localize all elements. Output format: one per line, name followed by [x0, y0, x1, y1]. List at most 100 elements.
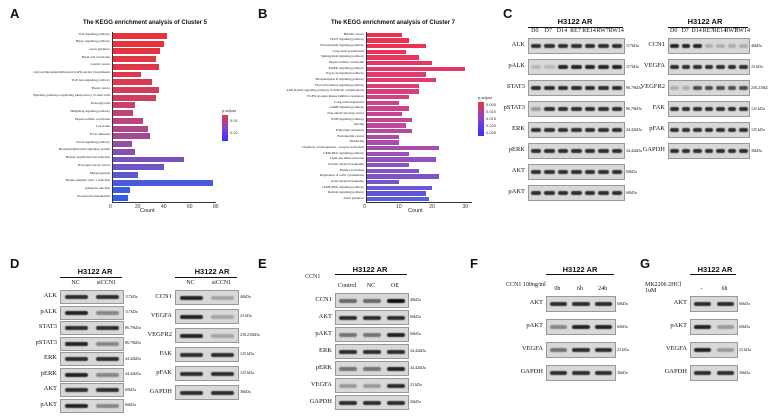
wb-e-row-label: VEGFA: [310, 380, 332, 388]
chart-b-term-label: AGE-RAGE signaling pathway in diabetic c…: [286, 88, 364, 93]
chart-a-term-label: Gastric cancer: [90, 62, 110, 67]
chart-b-bar: [366, 106, 410, 111]
chart-b-term-label: GnRH signaling pathway: [329, 105, 364, 110]
wb-d-right-row-label: VEGFA: [150, 311, 172, 319]
wb-c-left-band: [530, 65, 541, 69]
wb-e-band: [338, 315, 358, 320]
chart-a-x-axis: [112, 202, 216, 203]
wb-d-right-band: [179, 371, 204, 376]
wb-e-row-label: pERK: [315, 363, 332, 371]
chart-a-x-tick: 0: [109, 204, 112, 210]
panel-c-title-underline-right: [668, 27, 748, 28]
wb-c-left-band: [598, 170, 609, 174]
chart-a-term-label: Melanogenesis: [89, 170, 110, 175]
wb-c-left-band: [598, 149, 609, 153]
panel-e-treatment-label: CCN1: [305, 274, 321, 280]
wb-g-band: [716, 302, 735, 306]
wb-d-left-band: [95, 310, 120, 315]
wb-d-right-band: [210, 333, 235, 338]
wb-d-left-band: [95, 326, 120, 330]
wb-c-left-band: [598, 191, 609, 195]
wb-d-left-blot-strip: [60, 336, 124, 351]
wb-d-right-kda-label: 125 kDa: [240, 351, 254, 356]
chart-a-bar: [112, 56, 157, 62]
wb-c-left-band: [530, 128, 541, 132]
wb-c-left-band: [598, 65, 609, 69]
chart-b-term-label: Lipid and atherosclerosis: [329, 156, 364, 161]
wb-d-right-blot-strip: [175, 366, 239, 381]
wb-c-right-blot-strip: [668, 59, 750, 75]
wb-f-row-label: AKT: [529, 299, 543, 306]
wb-d-left-row-label: pAKT: [40, 400, 57, 408]
wb-d-left-blot-strip: [60, 352, 124, 366]
wb-c-left-band: [530, 86, 541, 90]
wb-e-band: [362, 349, 382, 354]
chart-a-bar: [112, 164, 164, 171]
chart-a-bar: [112, 195, 128, 202]
panel-label-f: F: [470, 256, 478, 271]
chart-a-x-tick: 80: [213, 204, 219, 210]
wb-c-left-band: [571, 107, 582, 111]
chart-b-bar: [366, 123, 406, 128]
wb-d-left-row-label: ALK: [43, 292, 57, 299]
wb-g-band: [693, 325, 712, 329]
wb-c-right-blot-strip: [668, 122, 750, 138]
wb-f-row-label: pAKT: [526, 322, 543, 329]
wb-c-right-blot-strip: [668, 143, 750, 159]
wb-c-left-kda-label: 44,42kDa: [626, 147, 642, 153]
wb-c-left-band: [557, 149, 569, 153]
wb-c-left-lane-label: RW7: [596, 28, 609, 34]
wb-e-blot-strip: [335, 310, 409, 325]
wb-e-lane-label: Control: [337, 283, 357, 289]
wb-e-kda-label: 44,42kDa: [410, 348, 426, 353]
wb-d-left-row-label: STAT3: [38, 323, 57, 330]
wb-f-row-label: GAPDH: [520, 368, 543, 375]
wb-d-left-kda-label: 44,42kDa: [125, 355, 141, 361]
wb-d-left-row-label: AKT: [43, 385, 57, 392]
wb-e-kda-label: 23 kDa: [410, 382, 422, 387]
wb-f-blot-strip: [546, 365, 616, 381]
chart-b-bar: [366, 72, 426, 77]
wb-d-right-row-label: GAPDH: [149, 387, 172, 395]
wb-c-left-band: [557, 107, 569, 111]
wb-d-right-band: [179, 352, 204, 357]
wb-d-right-band: [179, 333, 204, 338]
wb-e-row-label: GAPDH: [309, 397, 332, 405]
wb-d-left-kda-label: 60kDa: [125, 402, 136, 407]
chart-b-bar: [366, 83, 419, 88]
panel-c-title-left: H3122 AR: [557, 17, 593, 26]
chart-b-bar: [366, 44, 426, 49]
wb-c-right-lane-label: D0: [670, 28, 678, 34]
wb-c-right-band: [716, 149, 725, 153]
chart-b-legend-tick-3: 0.020: [486, 123, 497, 128]
chart-b-term-label: Hepatocellular carcinoma: [329, 59, 364, 64]
panel-label-d: D: [10, 256, 20, 271]
wb-d-right-row-label: pFAK: [156, 368, 172, 376]
chart-b-term-label: Long-term depression: [334, 99, 364, 104]
wb-e-kda-label: 60kDa: [410, 314, 421, 319]
wb-g-blot-strip: [690, 342, 738, 358]
wb-g-band: [716, 325, 735, 329]
wb-d-right-blot-strip: [175, 347, 239, 362]
wb-c-right-band: [727, 65, 737, 69]
chart-a-term-label: Proteoglycans: [90, 101, 110, 106]
chart-b-term-label: Bladder cancer: [343, 31, 364, 36]
chart-a-term-label: Lysosome: [96, 124, 110, 129]
wb-c-right-row-label: pFAK: [649, 125, 665, 132]
wb-d-left-kda-label: 60kDa: [125, 386, 136, 392]
chart-a-bar: [112, 117, 144, 124]
panel-f-treatment-label: CCN1 100ng/ml: [506, 282, 546, 288]
chart-b-term-label: Melanoma: [349, 139, 365, 144]
chart-b-bar: [366, 157, 436, 162]
chart-b-term-label: VEGF signaling pathway: [329, 37, 364, 42]
wb-c-right-band: [727, 149, 737, 153]
wb-c-right-band: [716, 128, 725, 132]
wb-c-right-band: [738, 86, 748, 90]
wb-e-row-label: AKT: [318, 312, 332, 320]
chart-b-term-label: Axon guidance: [343, 195, 364, 200]
wb-d-right-band: [210, 314, 235, 319]
wb-c-left-kda-label: 60kDa: [626, 189, 637, 195]
wb-e-blot-strip: [335, 344, 409, 359]
kegg-chart-cluster5: Wnt signaling pathway Hippo signaling pat…: [0, 0, 260, 215]
wb-c-left-row-label: pERK: [508, 146, 525, 153]
